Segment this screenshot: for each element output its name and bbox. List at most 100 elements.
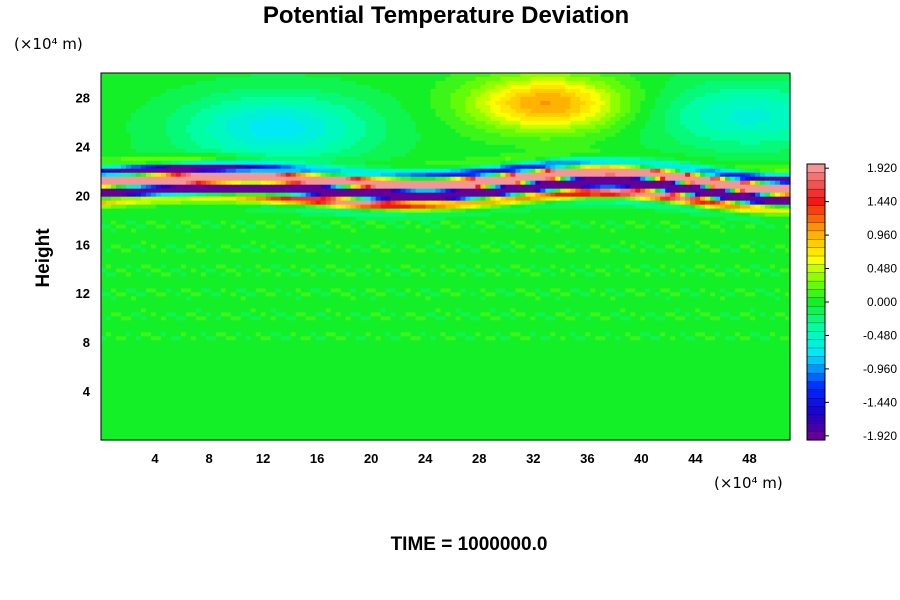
heatmap-cell xyxy=(600,136,606,142)
heatmap-cell xyxy=(590,108,596,114)
heatmap-cell xyxy=(715,120,721,126)
heatmap-cell xyxy=(665,152,671,158)
heatmap-cell xyxy=(640,168,646,174)
heatmap-cell xyxy=(660,136,666,142)
heatmap-cell xyxy=(675,96,681,102)
heatmap-cell xyxy=(405,152,412,158)
heatmap-cell xyxy=(725,184,731,190)
heatmap-cell xyxy=(355,144,362,150)
heatmap-cell xyxy=(405,196,412,202)
heatmap-cell xyxy=(235,108,242,114)
heatmap-cell xyxy=(480,176,487,182)
heatmap-cell xyxy=(730,100,736,106)
heatmap-cell xyxy=(615,172,621,178)
heatmap-cell xyxy=(200,216,207,222)
heatmap-cell xyxy=(495,196,502,202)
heatmap-cell xyxy=(275,180,282,186)
heatmap-cell xyxy=(125,92,132,98)
heatmap-cell xyxy=(650,88,656,94)
heatmap-cell xyxy=(125,73,132,78)
heatmap-cell xyxy=(345,172,352,178)
heatmap-cell xyxy=(370,124,377,130)
heatmap-cell xyxy=(350,128,357,134)
heatmap-cell xyxy=(375,116,382,122)
heatmap-cell xyxy=(690,156,696,162)
heatmap-cell xyxy=(615,140,621,146)
heatmap-cell xyxy=(615,80,621,86)
heatmap-cell xyxy=(295,184,302,190)
heatmap-cell xyxy=(660,180,666,186)
heatmap-cell xyxy=(280,156,287,162)
heatmap-cell xyxy=(640,188,646,194)
heatmap-cell xyxy=(455,164,462,170)
heatmap-cell xyxy=(515,96,521,102)
heatmap-cell xyxy=(410,164,417,170)
heatmap-cell xyxy=(315,76,322,82)
heatmap-cell xyxy=(405,184,412,190)
heatmap-cell xyxy=(765,160,771,166)
heatmap-cell xyxy=(175,96,182,102)
heatmap-cell xyxy=(530,168,536,174)
heatmap-cell xyxy=(300,152,307,158)
heatmap-cell xyxy=(115,192,122,198)
heatmap-cell xyxy=(135,124,142,130)
heatmap-cell xyxy=(101,112,107,118)
heatmap-cell xyxy=(670,100,676,106)
heatmap-cell xyxy=(260,73,267,78)
heatmap-cell xyxy=(300,104,307,110)
heatmap-cell xyxy=(665,148,671,154)
heatmap-cell xyxy=(225,88,232,94)
heatmap-cell xyxy=(465,92,472,98)
heatmap-cell xyxy=(275,76,282,82)
heatmap-cell xyxy=(375,192,382,198)
heatmap-cell xyxy=(565,172,571,178)
heatmap-cell xyxy=(295,164,302,170)
heatmap-cell xyxy=(355,80,362,86)
heatmap-cell xyxy=(735,80,741,86)
heatmap-cell xyxy=(200,200,207,206)
heatmap-cell xyxy=(765,136,771,142)
heatmap-cell xyxy=(730,180,736,186)
heatmap-cell xyxy=(325,184,332,190)
heatmap-cell xyxy=(530,144,536,150)
heatmap-cell xyxy=(430,116,437,122)
heatmap-cell xyxy=(101,100,107,106)
heatmap-cell xyxy=(705,128,711,134)
heatmap-cell xyxy=(150,76,157,82)
heatmap-cell xyxy=(675,104,681,110)
heatmap-cell xyxy=(585,172,591,178)
heatmap-cell xyxy=(370,208,377,214)
heatmap-cell xyxy=(315,180,322,186)
heatmap-cell xyxy=(395,100,402,106)
heatmap-cell xyxy=(780,172,786,178)
heatmap-cell xyxy=(350,164,357,170)
heatmap-cell xyxy=(605,168,611,174)
heatmap-cell xyxy=(455,112,462,118)
heatmap-cell xyxy=(685,168,691,174)
heatmap-cell xyxy=(580,116,586,122)
heatmap-cell xyxy=(195,96,202,102)
heatmap-cell xyxy=(635,152,641,158)
heatmap-cell xyxy=(710,208,716,214)
heatmap-cell xyxy=(670,152,676,158)
heatmap-cell xyxy=(210,204,217,210)
heatmap-cell xyxy=(230,196,237,202)
heatmap-cell xyxy=(320,73,327,78)
heatmap-cell xyxy=(425,176,432,182)
heatmap-cell xyxy=(620,168,626,174)
heatmap-cell xyxy=(760,196,766,202)
heatmap-cell xyxy=(101,116,107,122)
heatmap-cell xyxy=(225,204,232,210)
heatmap-cell xyxy=(740,148,746,154)
heatmap-cell xyxy=(345,196,352,202)
heatmap-cell xyxy=(370,132,377,138)
heatmap-cell xyxy=(540,164,546,170)
heatmap-cell xyxy=(440,212,447,218)
heatmap-cell xyxy=(230,192,237,198)
heatmap-cell xyxy=(785,120,791,126)
heatmap-cell xyxy=(625,84,631,90)
heatmap-cell xyxy=(740,112,746,118)
heatmap-cell xyxy=(490,132,497,138)
heatmap-cell xyxy=(420,200,427,206)
heatmap-cell xyxy=(455,104,462,110)
